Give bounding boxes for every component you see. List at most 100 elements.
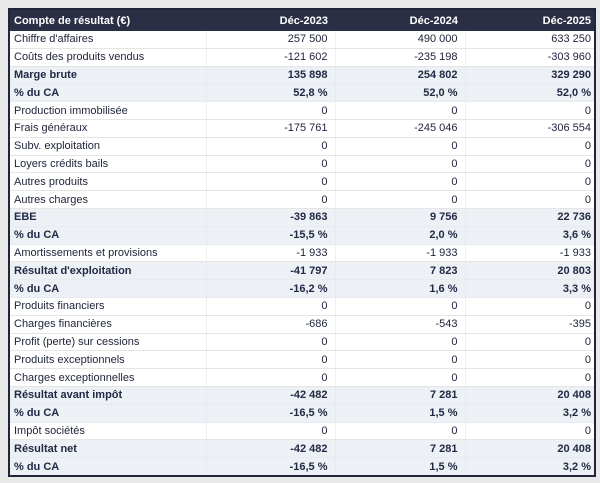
row-label-cell: % du CA <box>10 457 207 475</box>
value-cell: 0 <box>206 333 336 352</box>
value-cell: 20 803 <box>465 261 594 281</box>
value-cell: 0 <box>335 368 466 387</box>
row-label-cell: Chiffre d'affaires <box>10 31 207 49</box>
value-cell: 2,0 % <box>335 226 466 245</box>
value-cell: 0 <box>465 137 594 156</box>
table-body: Chiffre d'affaires 257 500 490 000 633 250 C… <box>10 31 594 475</box>
table-row: % du CA -15,5 % 2,0 % 3,6 % <box>10 226 594 245</box>
value-cell: 135 898 <box>206 66 336 85</box>
table-row: Coûts des produits vendus -121 602 -235 19… <box>10 48 594 67</box>
row-label-cell: Produits financiers <box>10 297 207 316</box>
value-cell: 0 <box>206 368 336 387</box>
value-cell: 0 <box>206 422 336 441</box>
table-row: Résultat net -42 482 7 281 20 408 <box>10 439 594 459</box>
value-cell: 0 <box>465 155 594 174</box>
row-label-cell: Résultat avant impôt <box>10 386 207 405</box>
value-cell: -15,5 % <box>206 226 336 245</box>
header-cell-dec-2023: Déc-2023 <box>206 10 335 31</box>
table-row: % du CA -16,2 % 1,6 % 3,3 % <box>10 279 594 298</box>
header-row: Compte de résultat (€) Déc-2023 Déc-2024… <box>10 10 594 31</box>
row-label-cell: Loyers crédits bails <box>10 155 207 174</box>
value-cell: 52,0 % <box>465 83 594 103</box>
value-cell: 254 802 <box>335 66 466 85</box>
row-label-cell: Charges exceptionnelles <box>10 368 207 387</box>
value-cell: 3,3 % <box>465 279 594 298</box>
value-cell: -41 797 <box>206 261 336 281</box>
value-cell: -306 554 <box>465 119 594 138</box>
value-cell: 0 <box>465 333 594 352</box>
value-cell: 0 <box>335 350 466 370</box>
value-cell: 1,5 % <box>335 457 466 475</box>
value-cell: 0 <box>206 297 336 316</box>
row-label-cell: % du CA <box>10 279 207 298</box>
row-label-cell: EBE <box>10 208 207 227</box>
value-cell: 0 <box>465 172 594 192</box>
value-cell: 0 <box>335 137 466 156</box>
value-cell: 0 <box>465 368 594 387</box>
row-label-cell: Autres produits <box>10 172 207 192</box>
value-cell: 0 <box>465 190 594 209</box>
value-cell: 0 <box>335 297 466 316</box>
row-label-cell: Impôt sociétés <box>10 422 207 441</box>
value-cell: 0 <box>335 155 466 174</box>
value-cell: -543 <box>335 315 466 334</box>
value-cell: 0 <box>465 350 594 370</box>
income-statement-frame: Compte de résultat (€) Déc-2023 Déc-2024… <box>8 8 596 477</box>
value-cell: 3,6 % <box>465 226 594 245</box>
table-row: Charges financières -686 -543 -395 <box>10 315 594 334</box>
table-row: EBE -39 863 9 756 22 736 <box>10 208 594 227</box>
value-cell: 0 <box>335 190 466 209</box>
value-cell: -121 602 <box>206 48 336 67</box>
income-statement-table: Compte de résultat (€) Déc-2023 Déc-2024… <box>10 10 594 475</box>
table-row: Produits exceptionnels 0 0 0 <box>10 350 594 370</box>
row-label-cell: Coûts des produits vendus <box>10 48 207 67</box>
row-label-cell: Résultat net <box>10 439 207 459</box>
value-cell: -16,5 % <box>206 457 336 475</box>
table-row: Chiffre d'affaires 257 500 490 000 633 250 <box>10 31 594 49</box>
value-cell: -175 761 <box>206 119 336 138</box>
value-cell: 0 <box>206 350 336 370</box>
value-cell: 3,2 % <box>465 457 594 475</box>
value-cell: 329 290 <box>465 66 594 85</box>
value-cell: 3,2 % <box>465 404 594 423</box>
value-cell: 0 <box>465 101 594 120</box>
header-cell-dec-2024: Déc-2024 <box>335 10 465 31</box>
value-cell: 20 408 <box>465 386 594 405</box>
row-label-cell: Produits exceptionnels <box>10 350 207 370</box>
value-cell: -42 482 <box>206 439 336 459</box>
value-cell: 0 <box>335 333 466 352</box>
table-row: Subv. exploitation 0 0 0 <box>10 137 594 156</box>
value-cell: 0 <box>465 297 594 316</box>
value-cell: -16,2 % <box>206 279 336 298</box>
header-cell-title: Compte de résultat (€) <box>10 10 206 31</box>
table-row: Résultat d'exploitation -41 797 7 823 20 80… <box>10 261 594 281</box>
row-label-cell: % du CA <box>10 404 207 423</box>
value-cell: 0 <box>335 422 466 441</box>
row-label-cell: Amortissements et provisions <box>10 244 207 263</box>
row-label-cell: Subv. exploitation <box>10 137 207 156</box>
row-label-cell: Production immobilisée <box>10 101 207 120</box>
value-cell: 7 281 <box>335 439 466 459</box>
table-header: Compte de résultat (€) Déc-2023 Déc-2024… <box>10 10 594 31</box>
value-cell: -686 <box>206 315 336 334</box>
value-cell: -1 933 <box>335 244 466 263</box>
value-cell: -1 933 <box>206 244 336 263</box>
table-row: % du CA -16,5 % 1,5 % 3,2 % <box>10 404 594 423</box>
table-row: % du CA 52,8 % 52,0 % 52,0 % <box>10 83 594 103</box>
table-row: Production immobilisée 0 0 0 <box>10 101 594 120</box>
table-row: Amortissements et provisions -1 933 -1 933… <box>10 244 594 263</box>
value-cell: -16,5 % <box>206 404 336 423</box>
value-cell: 7 281 <box>335 386 466 405</box>
value-cell: 22 736 <box>465 208 594 227</box>
value-cell: 20 408 <box>465 439 594 459</box>
table-row: Frais généraux -175 761 -245 046 -306 554 <box>10 119 594 138</box>
value-cell: 0 <box>335 172 466 192</box>
row-label-cell: Profit (perte) sur cessions <box>10 333 207 352</box>
table-row: Marge brute 135 898 254 802 329 290 <box>10 66 594 85</box>
value-cell: 0 <box>206 172 336 192</box>
header-cell-dec-2025: Déc-2025 <box>465 10 594 31</box>
value-cell: 52,0 % <box>335 83 466 103</box>
value-cell: 0 <box>465 422 594 441</box>
row-label-cell: Charges financières <box>10 315 207 334</box>
